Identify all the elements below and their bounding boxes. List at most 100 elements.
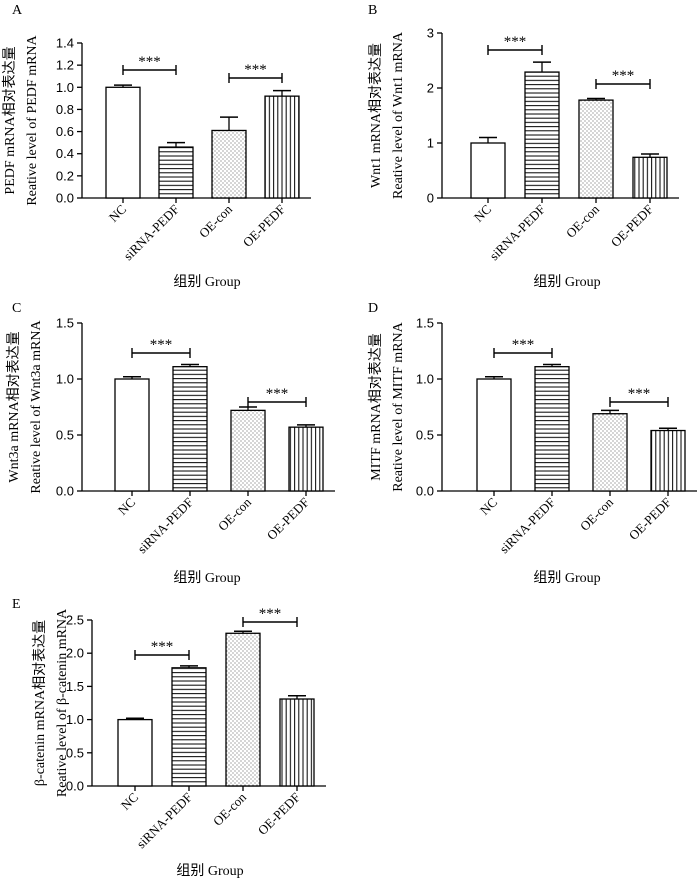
x-tick-label: siRNA-PEDF <box>496 495 558 557</box>
bar-sirna-pedf <box>524 71 560 199</box>
x-tick-label: OE-PEDF <box>264 495 312 543</box>
x-axis-title: 组别 Group <box>533 274 600 290</box>
bar-nc <box>476 378 512 492</box>
x-tick-label: OE-con <box>577 494 617 534</box>
panel-b-letter: B <box>368 3 377 18</box>
y-axis-title-en: Reative level of β-catenin mRNA <box>55 608 70 797</box>
y-tick-label: 0.2 <box>56 168 74 183</box>
significance-label: *** <box>266 386 289 402</box>
panel-e-letter: E <box>12 597 21 612</box>
x-tick-label: siRNA-PEDF <box>133 790 195 852</box>
x-tick-label: NC <box>118 790 141 813</box>
x-tick-label: NC <box>106 202 129 225</box>
y-tick-label: 2 <box>427 81 434 96</box>
panel-d-letter: D <box>368 301 378 316</box>
bar-nc <box>470 142 506 199</box>
bar-oe-con <box>578 99 614 199</box>
y-tick-label: 0.5 <box>416 428 434 443</box>
y-tick-label: 2.5 <box>66 613 84 628</box>
y-axis-title-cn: Wnt3a mRNA相对表达量 <box>6 331 22 482</box>
x-tick-label: OE-PEDF <box>255 790 303 838</box>
y-axis-title-cn: Wnt1 mRNA相对表达量 <box>368 43 384 188</box>
y-tick-label: 0.4 <box>56 146 74 161</box>
y-tick-label: 3 <box>427 26 434 41</box>
y-tick-label: 1.2 <box>56 58 74 73</box>
bar-oe-con <box>230 409 266 492</box>
x-tick-label: OE-con <box>563 201 603 241</box>
bar-oe-pedf <box>279 698 315 787</box>
x-tick-label: siRNA-PEDF <box>134 495 196 557</box>
bar-oe-con <box>592 413 628 492</box>
bar-sirna-pedf <box>171 667 207 787</box>
x-tick-label: siRNA-PEDF <box>120 202 182 264</box>
significance-label: *** <box>612 68 635 84</box>
x-tick-label: OE-PEDF <box>240 202 288 250</box>
y-axis-title-en: Reative level of Wnt1 mRNA <box>391 31 406 199</box>
bar-oe-con <box>225 632 261 787</box>
y-tick-label: 0.5 <box>56 428 74 443</box>
y-tick-label: 0.8 <box>56 102 74 117</box>
bar-oe-pedf <box>264 95 300 199</box>
y-tick-label: 1.5 <box>56 316 74 331</box>
significance-label: *** <box>138 54 161 70</box>
bar-oe-pedf <box>288 426 324 492</box>
x-tick-label: NC <box>477 495 500 518</box>
significance-label: *** <box>512 337 535 353</box>
y-tick-label: 0 <box>427 191 434 206</box>
y-tick-label: 1.5 <box>416 316 434 331</box>
significance-label: *** <box>259 606 282 622</box>
panel-c-letter: C <box>12 301 21 316</box>
y-tick-label: 1.0 <box>56 80 74 95</box>
y-tick-label: 1.0 <box>56 372 74 387</box>
bar-nc <box>114 378 150 492</box>
y-axis-title-cn: PEDF mRNA相对表达量 <box>2 46 18 194</box>
y-tick-label: 0.0 <box>56 191 74 206</box>
bar-sirna-pedf <box>534 366 570 492</box>
significance-label: *** <box>151 639 174 655</box>
x-tick-label: OE-con <box>215 494 255 534</box>
x-tick-label: NC <box>471 202 494 225</box>
y-axis-title-en: Reative level of PEDF mRNA <box>25 34 40 205</box>
y-tick-label: 1.5 <box>66 679 84 694</box>
x-tick-label: siRNA-PEDF <box>486 202 548 264</box>
panel-a-letter: A <box>12 3 23 18</box>
bar-nc <box>117 718 153 787</box>
significance-label: *** <box>150 337 173 353</box>
bar-sirna-pedf <box>158 146 194 199</box>
x-tick-label: NC <box>115 495 138 518</box>
y-tick-label: 0.6 <box>56 124 74 139</box>
x-tick-label: OE-PEDF <box>608 202 656 250</box>
y-tick-label: 1.4 <box>56 36 74 51</box>
bar-oe-pedf <box>650 429 686 492</box>
significance-label: *** <box>244 62 267 78</box>
y-axis-title-cn: β-catenin mRNA相对表达量 <box>32 620 48 786</box>
x-tick-label: OE-PEDF <box>626 495 674 543</box>
y-tick-label: 1.0 <box>416 372 434 387</box>
y-tick-label: 2.0 <box>66 646 84 661</box>
y-tick-label: 0.0 <box>56 484 74 499</box>
y-tick-label: 0.5 <box>66 745 84 760</box>
bar-nc <box>105 86 141 199</box>
y-tick-label: 0.0 <box>66 779 84 794</box>
y-axis-title-en: Reative level of Wnt3a mRNA <box>29 320 44 494</box>
x-axis-title: 组别 Group <box>173 570 240 586</box>
y-axis-title-cn: MITF mRNA相对表达量 <box>368 333 384 480</box>
bar-sirna-pedf <box>172 366 208 492</box>
y-tick-label: 1 <box>427 136 434 151</box>
significance-label: *** <box>504 34 527 50</box>
x-tick-label: OE-con <box>196 201 236 241</box>
significance-label: *** <box>628 386 651 402</box>
y-tick-label: 1.0 <box>66 712 84 727</box>
x-axis-title: 组别 Group <box>176 863 243 879</box>
y-tick-label: 0.0 <box>416 484 434 499</box>
x-tick-label: OE-con <box>210 789 250 829</box>
y-axis-title-en: Reative level of MITF mRNA <box>391 321 406 491</box>
bar-oe-pedf <box>632 156 668 199</box>
bar-oe-con <box>211 129 247 199</box>
